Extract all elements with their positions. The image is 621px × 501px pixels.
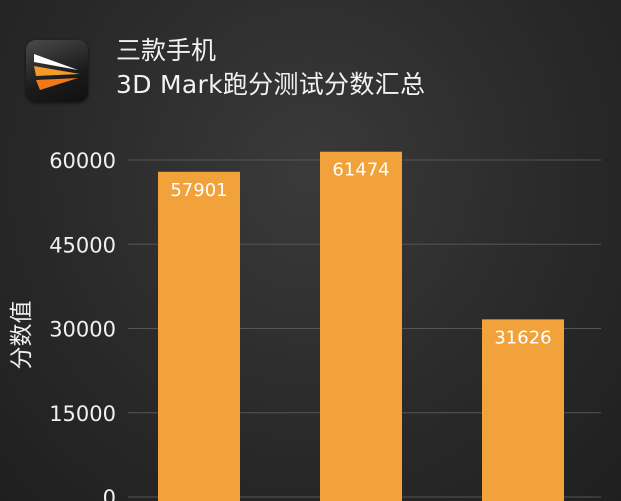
y-tick-label: 15000 (49, 402, 116, 426)
y-tick-label: 0 (103, 486, 116, 501)
y-axis-label: 分数值 (2, 290, 42, 380)
bar-1 (158, 171, 240, 501)
chart-title-line1: 三款手机 (116, 36, 217, 65)
bar-data-label: 31626 (494, 327, 551, 348)
bar-2 (320, 151, 402, 501)
3dmark-logo-icon (26, 40, 88, 102)
y-tick-label: 30000 (49, 318, 116, 342)
bar-3 (482, 319, 564, 501)
bar-data-label: 57901 (170, 180, 227, 201)
bar-data-label: 61474 (332, 160, 389, 181)
chart-title-line2: 3D Mark跑分测试分数汇总 (116, 70, 426, 99)
y-tick-label: 60000 (49, 149, 116, 173)
y-axis-label-text: 分数值 (9, 300, 35, 370)
y-tick-label: 45000 (49, 233, 116, 257)
chart-header: 三款手机 3D Mark跑分测试分数汇总 (0, 0, 621, 120)
chart-title: 三款手机 3D Mark跑分测试分数汇总 (116, 34, 425, 102)
